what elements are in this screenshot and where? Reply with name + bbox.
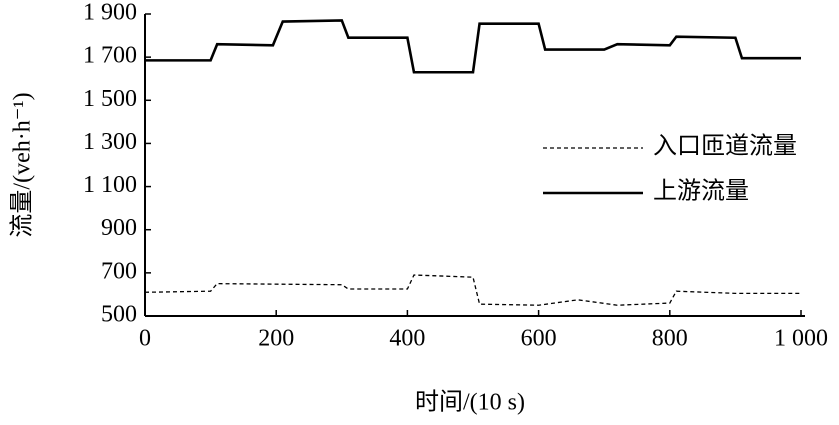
y-tick-label: 1 500 — [83, 86, 137, 112]
x-tick-label: 0 — [139, 326, 151, 352]
x-tick-label: 400 — [389, 326, 425, 352]
y-axis-label: 流量/(veh·h⁻¹) — [9, 92, 36, 237]
x-tick-label: 600 — [521, 326, 557, 352]
y-tick-label: 1 100 — [83, 172, 137, 198]
y-tick-label: 1 900 — [83, 0, 137, 26]
y-tick-label: 900 — [101, 215, 137, 241]
x-tick-label: 800 — [652, 326, 688, 352]
x-tick-label: 1 000 — [774, 326, 828, 352]
x-axis-label: 时间/(10 s) — [415, 389, 525, 416]
x-tick-label: 200 — [258, 326, 294, 352]
line-series — [145, 19, 801, 74]
line-series — [144, 274, 801, 306]
y-tick-label: 500 — [101, 302, 137, 328]
y-tick-label: 700 — [101, 258, 137, 284]
legend-label: 入口匝道流量 — [653, 133, 797, 160]
y-tick-label: 1 700 — [83, 43, 137, 69]
y-tick-label: 1 300 — [83, 129, 137, 155]
legend-label: 上游流量 — [653, 178, 749, 205]
